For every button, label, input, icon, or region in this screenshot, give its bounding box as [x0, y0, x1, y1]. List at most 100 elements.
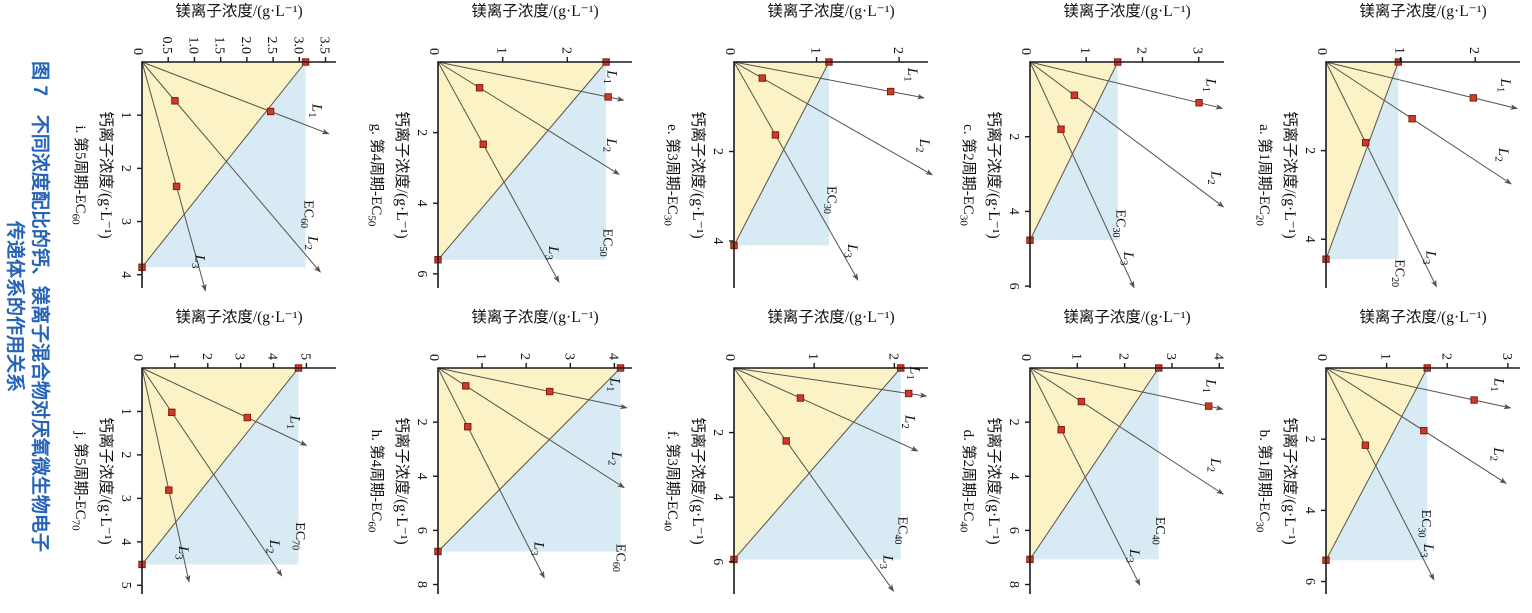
- y-tick-label: 1: [473, 353, 488, 360]
- x-tick-label: 4: [414, 473, 429, 480]
- ec-region-label: EC60: [610, 544, 628, 572]
- x-tick-label: 2: [414, 129, 429, 136]
- y-tick-label: 2: [1133, 47, 1148, 54]
- ray-label-L2: L2: [302, 235, 321, 250]
- ray-line-L1: [1029, 61, 1224, 110]
- ec-point-L3: [479, 140, 487, 148]
- subplot-b: 2 4 6 1 2 3 0 EC30 L1 L2 L3 钙离子浓度/(g·L⁻¹) 镁离子浓度/(g·L…: [1236, 306, 1532, 612]
- y-tick-label: 4: [605, 353, 620, 360]
- origin-tick-label: 0: [722, 48, 737, 55]
- ray-label-L1: L1: [901, 67, 920, 82]
- x-tick-label: 1: [118, 408, 133, 415]
- subplot-f: 2 4 6 1 2 0 EC40 L1 L2 L3 钙离子浓度/(g·L⁻¹) 镁离子浓度/(g·L⁻…: [644, 306, 940, 612]
- x-axis-title: 钙离子浓度/(g·L⁻¹): [1281, 417, 1299, 544]
- x-tick-label: 8: [1006, 581, 1021, 588]
- ec-point-L1: [1204, 402, 1213, 410]
- ray-label-L2: L2: [606, 451, 625, 466]
- subplot-j: 1 2 3 4 5 1 2 3 4 5 0 EC70 L1 L2 L3 钙离子浓度/(g·L⁻¹) 镁离子浓度/…: [52, 306, 348, 612]
- ray-label-L1: L1: [904, 365, 923, 380]
- ray-line-L1: [1325, 61, 1518, 110]
- ray-label-L2: L2: [1205, 170, 1224, 185]
- y-axis-title: 镁离子浓度/(g·L⁻¹): [471, 2, 598, 20]
- x-tick-label: 6: [1006, 527, 1021, 534]
- y-tick-label: 2: [199, 353, 214, 360]
- axes: [141, 61, 336, 288]
- ray-label-L1: L1: [284, 414, 303, 429]
- y-axis-title: 镁离子浓度/(g·L⁻¹): [1359, 2, 1486, 20]
- ray-line-L1: [141, 61, 330, 135]
- ec-point-L2: [462, 382, 470, 390]
- y-tick-label: 3: [1190, 47, 1205, 54]
- ray-label-L2: L2: [899, 414, 918, 429]
- ray-line-L2: [141, 61, 321, 273]
- origin-tick-label: 0: [426, 354, 441, 361]
- ray-line-L1: [437, 61, 625, 102]
- axes: [1029, 367, 1224, 594]
- ray-label-L1: L1: [1200, 378, 1218, 393]
- ray-label-L1: L1: [1495, 78, 1514, 93]
- ec-point-L3: [771, 131, 780, 139]
- ray-label-L2: L2: [1205, 457, 1224, 472]
- y-tick-label: 2: [885, 353, 900, 360]
- x-tick-label: 4: [1006, 208, 1021, 215]
- y-tick-label: 5: [297, 353, 312, 360]
- subplot-d: 2 4 6 8 1 2 3 4 0 EC40 L1 L2 L3 钙离子浓度/(g·L⁻¹) 镁离子浓度/(g…: [940, 306, 1236, 612]
- ray-line-L3: [733, 367, 895, 592]
- ray-line-L1: [733, 367, 928, 398]
- subplot-svg-a: 2 4 1 2 0 EC20 L1 L2 L3 钙离子浓度/(g·L⁻¹) 镁离子浓度/(g·L⁻¹…: [1254, 2, 1520, 288]
- ec-isobole-line: [437, 61, 607, 261]
- x-tick-label: 2: [118, 451, 133, 458]
- y-tick-label: 1: [494, 47, 509, 54]
- ec-point-L3: [1057, 426, 1065, 434]
- x-tick-label: 4: [118, 271, 133, 278]
- origin-tick-label: 0: [426, 48, 441, 55]
- ray-label-L2: L2: [1493, 147, 1512, 162]
- ec-point-L2: [168, 408, 176, 417]
- y-tick-label: 2: [558, 47, 573, 54]
- ray-label-L3: L3: [877, 554, 896, 569]
- ray-line-L1: [1325, 367, 1512, 410]
- subplot-svg-e: 2 4 1 2 0 EC30 L1 L2 L3 钙离子浓度/(g·L⁻¹) 镁离子浓度/(g·L⁻¹…: [662, 2, 933, 288]
- x-tick-label: 6: [414, 527, 429, 534]
- subplot-h: 2 4 6 8 1 2 3 4 0 EC60 L1 L2 L3 钙离子浓度/(g·L⁻¹) 镁离子浓度/(g…: [348, 306, 644, 612]
- ec-point-L2: [475, 84, 484, 92]
- ray-line-L3: [141, 367, 191, 583]
- x-tick-label: 3: [118, 218, 133, 225]
- ray-label-L1: L1: [601, 69, 620, 84]
- y-tick-label: 3.0: [290, 37, 305, 55]
- ec-point-L1: [243, 413, 251, 422]
- ec-region-label: EC60: [298, 200, 316, 228]
- ec-point-L2: [1420, 426, 1428, 435]
- ec-region-label: EC40: [1149, 517, 1167, 545]
- ray-line-L2: [141, 367, 283, 577]
- ray-label-L3: L3: [1420, 250, 1439, 265]
- ray-label-L1: L1: [306, 103, 325, 118]
- y-tick-label: 3: [1163, 353, 1178, 360]
- subplot-caption-d: d. 第2周期-EC40: [958, 430, 979, 533]
- ec-isobole-line: [733, 367, 902, 560]
- subplot-svg-b: 2 4 6 1 2 3 0 EC30 L1 L2 L3 钙离子浓度/(g·L⁻¹) 镁离子浓度/(g·L…: [1254, 308, 1520, 594]
- ray-line-L2: [437, 61, 620, 175]
- y-tick-label: 1: [1068, 353, 1083, 360]
- y-tick-label: 1: [1378, 353, 1393, 360]
- y-axis-title: 镁离子浓度/(g·L⁻¹): [767, 2, 894, 20]
- ec-region-label: EC30: [821, 186, 839, 214]
- ec-point-L2: [758, 74, 767, 82]
- ec-isobole-line: [141, 367, 299, 565]
- ec-point-L1: [1469, 94, 1478, 102]
- subplot-caption-b: b. 第1周期-EC30: [1254, 430, 1275, 533]
- y-tick-label: 2.5: [264, 37, 279, 55]
- y-tick-label: 2: [1466, 47, 1481, 54]
- ec-point-L3: [172, 182, 181, 191]
- ray-line-L1: [437, 367, 628, 410]
- x-tick-label: 4: [1302, 507, 1317, 514]
- subplot-a: 2 4 1 2 0 EC20 L1 L2 L3 钙离子浓度/(g·L⁻¹) 镁离子浓度/(g·L⁻¹…: [1236, 0, 1532, 306]
- ray-line-L2: [733, 61, 933, 176]
- origin-tick-label: 0: [722, 354, 737, 361]
- figure-caption-line2: 传递体系的作用关系: [4, 220, 25, 392]
- ray-label-L3: L3: [1118, 251, 1137, 266]
- y-tick-label: 3: [1499, 353, 1514, 360]
- ray-line-L2: [1325, 367, 1507, 484]
